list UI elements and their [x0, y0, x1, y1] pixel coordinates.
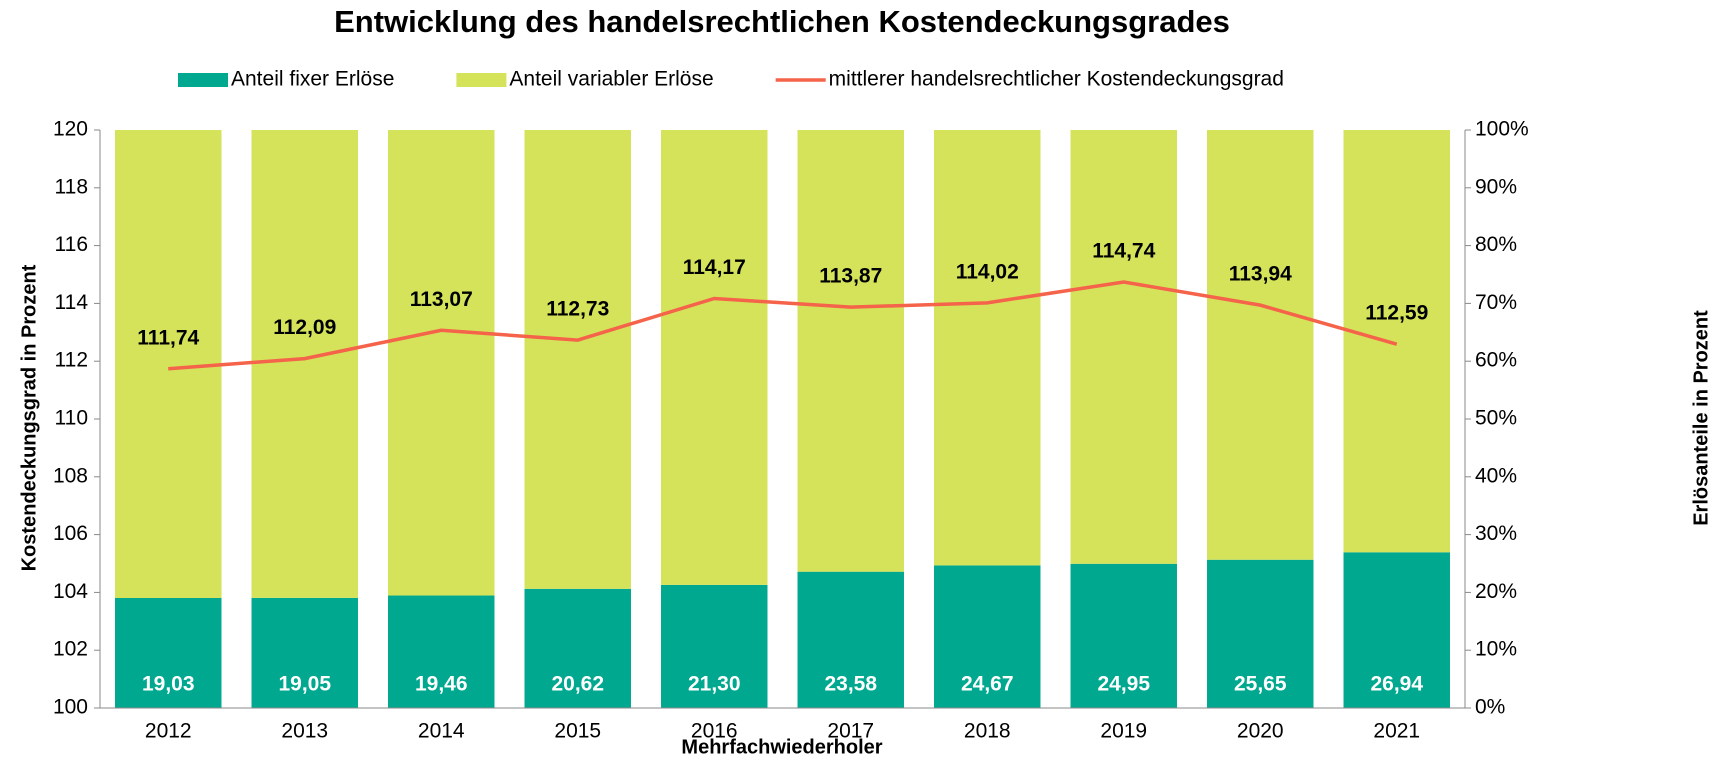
x-tick-label: 2013	[281, 720, 328, 743]
bar	[251, 130, 358, 598]
line-value-label: 113,07	[410, 288, 473, 311]
y-tick-label: 102	[53, 638, 88, 661]
bar	[934, 130, 1041, 566]
bar	[388, 130, 495, 596]
x-axis-label: Mehrfachwiederholer	[681, 736, 882, 758]
x-tick-label: 2016	[691, 720, 738, 743]
y-tick-label: 110	[55, 407, 88, 430]
y-tick-label: 118	[55, 175, 88, 198]
legend-label: Anteil variabler Erlöse	[509, 68, 713, 91]
bar	[661, 130, 768, 585]
bar	[1207, 130, 1314, 560]
x-tick-label: 2015	[554, 720, 601, 743]
bar-value-label: 24,67	[961, 673, 1014, 696]
y-tick-label: 120	[53, 118, 88, 141]
bar	[934, 565, 1041, 708]
bar-value-label: 19,46	[415, 673, 468, 696]
y2-tick-label: 40%	[1475, 464, 1517, 487]
y-axis-label: Kostendeckungsgrad in Prozent	[18, 264, 40, 571]
line-value-label: 112,59	[1365, 302, 1428, 325]
y2-tick-label: 0%	[1475, 696, 1505, 719]
bar	[251, 597, 358, 708]
line-value-label: 113,94	[1229, 263, 1292, 286]
bar	[1207, 559, 1314, 708]
bar	[524, 588, 631, 708]
line-value-label: 114,74	[1092, 240, 1155, 263]
y2-tick-label: 60%	[1475, 349, 1517, 372]
line-value-label: 112,73	[546, 298, 609, 321]
legend-swatch	[456, 73, 507, 87]
bar-value-label: 20,62	[551, 673, 604, 696]
y2-tick-label: 10%	[1475, 638, 1517, 661]
legend-label: Anteil fixer Erlöse	[231, 68, 394, 91]
y-tick-label: 112	[55, 349, 88, 372]
bar	[1070, 563, 1177, 708]
bar	[115, 130, 222, 599]
x-tick-label: 2012	[145, 720, 192, 743]
y-tick-label: 104	[53, 580, 88, 603]
bar	[388, 595, 495, 708]
bar	[797, 130, 904, 572]
chart-title: Entwicklung des handelsrechtlichen Koste…	[334, 4, 1230, 39]
bar-value-label: 26,94	[1370, 673, 1423, 696]
x-tick-label: 2014	[418, 720, 465, 743]
legend-swatch	[178, 73, 228, 87]
line-value-label: 113,87	[819, 265, 882, 288]
y2-tick-label: 80%	[1475, 233, 1517, 256]
y-tick-label: 116	[55, 233, 88, 256]
bar-value-label: 21,30	[688, 673, 741, 696]
bar-value-label: 19,03	[142, 673, 195, 696]
bar	[1343, 552, 1450, 708]
y-tick-label: 114	[55, 291, 89, 314]
x-tick-label: 2020	[1237, 720, 1284, 743]
y2-tick-label: 20%	[1475, 580, 1517, 603]
y-tick-label: 100	[53, 696, 88, 719]
y2-tick-label: 100%	[1475, 118, 1529, 141]
y2-tick-label: 50%	[1475, 407, 1517, 430]
bar	[1343, 130, 1450, 553]
legend-label: mittlerer handelsrechtlicher Kostendecku…	[829, 68, 1284, 91]
y2-tick-label: 30%	[1475, 522, 1517, 545]
y2-tick-label: 70%	[1475, 291, 1517, 314]
x-tick-label: 2019	[1100, 720, 1147, 743]
x-tick-label: 2017	[827, 720, 874, 743]
y-tick-label: 106	[53, 522, 88, 545]
y-tick-label: 108	[53, 464, 88, 487]
line-value-label: 114,17	[683, 256, 746, 279]
line-value-label: 111,74	[137, 326, 199, 349]
line-value-label: 114,02	[956, 260, 1019, 283]
line-value-label: 112,09	[273, 316, 336, 339]
x-tick-label: 2018	[964, 720, 1011, 743]
bar	[797, 571, 904, 708]
bar-value-label: 19,05	[278, 673, 331, 696]
bar-value-label: 23,58	[824, 673, 877, 696]
y2-tick-label: 90%	[1475, 175, 1517, 198]
bar	[524, 130, 631, 589]
bar-value-label: 24,95	[1097, 673, 1150, 696]
bar	[661, 584, 768, 708]
line	[168, 280, 1398, 371]
bar-value-label: 25,65	[1234, 673, 1287, 696]
bar	[1070, 130, 1177, 564]
y2-axis-label: Erlösanteile in Prozent	[1690, 310, 1712, 526]
bar	[115, 598, 222, 708]
x-tick-label: 2021	[1373, 720, 1420, 743]
